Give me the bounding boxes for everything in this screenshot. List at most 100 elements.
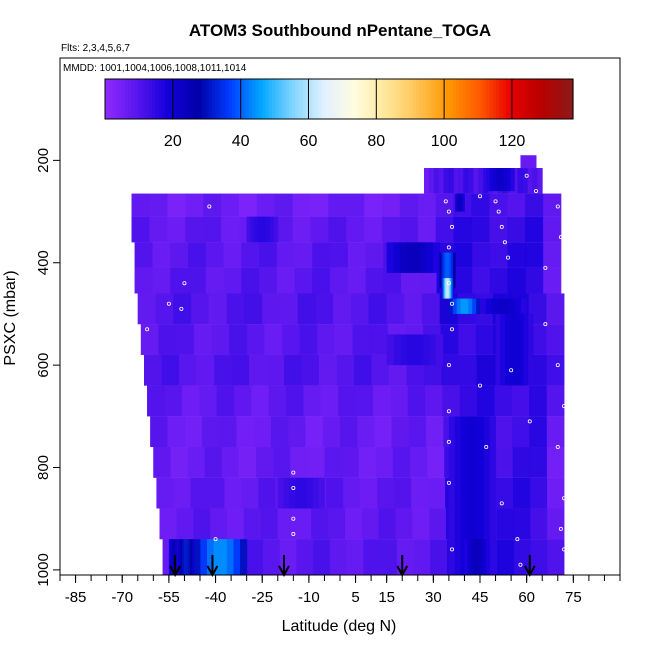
colorbar-segment <box>425 79 430 119</box>
heat-feature-1 <box>426 242 434 273</box>
colorbar-segment <box>362 79 367 119</box>
heat-cell <box>352 324 371 355</box>
sample-point <box>505 255 510 260</box>
colorbar-segment <box>161 79 166 119</box>
heat-cell <box>238 447 257 478</box>
heat-cell <box>543 267 562 294</box>
heat-cell <box>396 539 414 575</box>
colorbar-segment <box>258 79 263 119</box>
colorbar-segment <box>178 79 183 119</box>
heat-cell <box>453 168 459 194</box>
heat-feature-6 <box>491 298 498 314</box>
heat-cell <box>152 242 171 268</box>
heat-cell <box>370 324 389 355</box>
heat-cell <box>294 508 312 540</box>
heat-feature-13 <box>171 539 173 575</box>
heat-cell <box>241 267 260 294</box>
heat-feature-4 <box>266 216 271 243</box>
heat-cell <box>328 508 346 540</box>
heat-cell <box>249 354 267 386</box>
colorbar-frame <box>104 78 574 120</box>
colorbar-segment <box>506 79 511 119</box>
heat-cell <box>292 216 311 243</box>
heat-cell <box>274 216 294 243</box>
colorbar-segment <box>569 79 574 119</box>
heat-cell <box>507 216 526 243</box>
heat-cell <box>221 216 240 243</box>
x-tick-label: -40 <box>205 589 227 606</box>
heat-cell <box>454 242 473 268</box>
colorbar-segment <box>382 79 387 119</box>
heat-cell <box>187 267 207 294</box>
heat-cell <box>478 168 484 194</box>
heat-feature-15 <box>182 539 185 575</box>
sample-point <box>509 368 514 373</box>
colorbar-segment <box>292 79 297 119</box>
heat-cell <box>390 385 409 417</box>
heat-cell <box>361 508 380 540</box>
heat-cell <box>426 416 444 448</box>
heat-feature-12 <box>454 416 462 575</box>
heat-cell <box>418 267 438 294</box>
colorbar-segment <box>562 79 567 119</box>
colorbar-segment <box>405 79 410 119</box>
x-tick-label: 60 <box>518 589 535 606</box>
heat-cell <box>412 508 430 540</box>
sample-point <box>291 516 296 521</box>
y-tick-label: 200 <box>35 148 52 173</box>
heat-feature-8 <box>503 168 508 192</box>
heat-cell <box>292 193 311 217</box>
heat-feature-1 <box>399 242 407 273</box>
heat-feature-0 <box>524 155 527 169</box>
heat-cell <box>311 508 329 540</box>
y-tick-label: 800 <box>35 455 52 480</box>
heat-cell <box>435 193 455 217</box>
heat-cell <box>404 293 423 325</box>
heat-cell <box>144 354 162 386</box>
heat-feature-15 <box>187 539 191 575</box>
heat-cell <box>210 508 228 540</box>
heat-cell <box>170 447 189 478</box>
heat-feature-7 <box>463 193 465 212</box>
heat-cell <box>512 416 531 448</box>
heat-cell <box>221 193 240 217</box>
heat-cell <box>507 267 526 294</box>
sample-point <box>562 496 567 501</box>
heat-cell <box>273 447 291 478</box>
heat-cell <box>442 385 461 417</box>
heat-cell <box>546 324 565 355</box>
colorbar-segment <box>255 79 260 119</box>
heat-cell <box>378 508 396 540</box>
heat-feature-5 <box>448 298 454 314</box>
heat-feature-0 <box>530 155 533 169</box>
colorbar-segment <box>278 79 283 119</box>
heat-cell <box>357 416 375 448</box>
heat-cell <box>350 293 370 325</box>
colorbar-segment <box>352 79 357 119</box>
heat-feature-8 <box>507 168 512 192</box>
heat-cell <box>513 539 532 575</box>
heat-cell <box>343 477 361 509</box>
heat-cell <box>364 216 383 243</box>
heat-cell <box>266 354 285 386</box>
heat-cell <box>525 216 544 243</box>
heat-cell <box>454 267 473 294</box>
colorbar-segment <box>472 79 477 119</box>
heat-cell <box>489 267 509 294</box>
colorbar-segment <box>198 79 203 119</box>
sample-point <box>166 301 171 306</box>
heat-cell <box>284 354 302 386</box>
heat-feature-10 <box>400 334 409 366</box>
heat-feature-11 <box>318 477 325 509</box>
sample-point <box>446 209 451 214</box>
heat-feature-6 <box>480 298 487 314</box>
sample-point <box>449 547 454 552</box>
heat-feature-9 <box>518 313 525 386</box>
heat-cell <box>268 385 287 417</box>
colorbar-segment <box>282 79 287 119</box>
colorbar-segment <box>402 79 407 119</box>
heat-feature-3 <box>448 278 451 299</box>
heat-cell <box>448 168 455 194</box>
heat-cell <box>413 539 431 575</box>
heat-cell <box>537 168 543 194</box>
